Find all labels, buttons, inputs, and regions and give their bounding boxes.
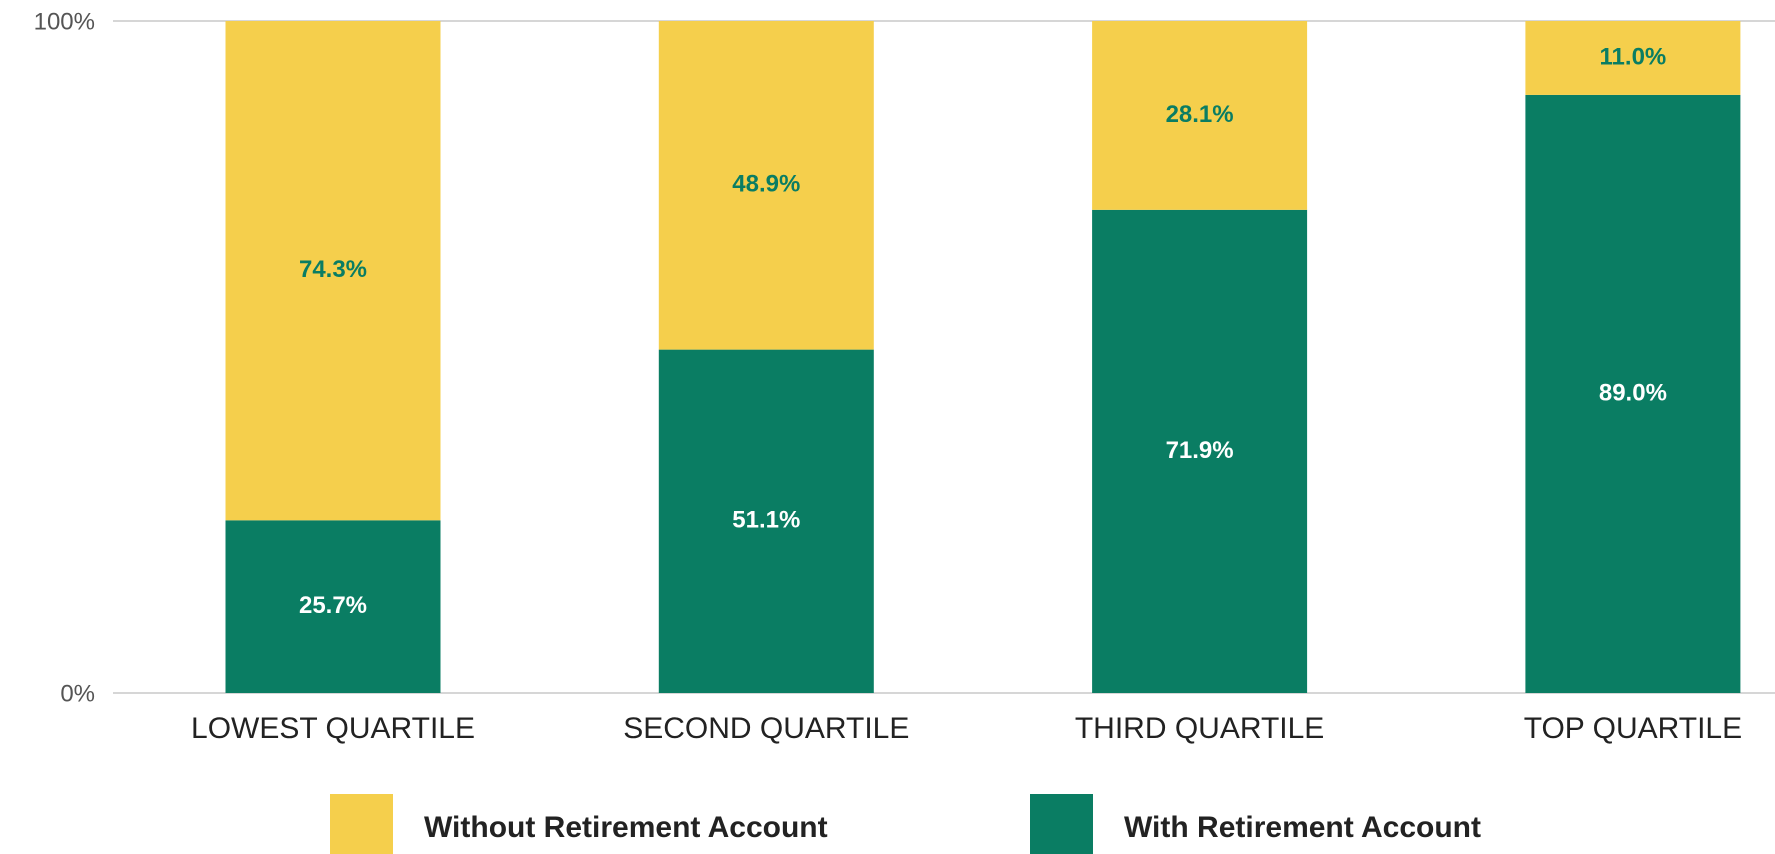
legend-label: Without Retirement Account [424, 811, 828, 844]
bar-segment [225, 21, 441, 521]
legend-label: With Retirement Account [1124, 811, 1481, 844]
x-tick-label: SECOND QUARTILE [623, 712, 909, 745]
legend-swatch [1030, 794, 1093, 854]
value-label: 28.1% [1166, 101, 1234, 128]
value-label: 89.0% [1599, 379, 1667, 406]
bar-segment [658, 349, 874, 693]
value-label: 25.7% [299, 592, 367, 619]
bar-segment [1525, 94, 1741, 694]
bar-segment [1092, 21, 1308, 210]
bar-segment [225, 520, 441, 693]
value-label: 11.0% [1600, 43, 1667, 70]
value-label: 71.9% [1166, 437, 1234, 464]
legend-swatch [330, 794, 393, 854]
value-label: 51.1% [732, 507, 800, 534]
bar-segment [1092, 209, 1308, 693]
value-label: 48.9% [732, 171, 800, 198]
y-tick-label: 0% [60, 680, 95, 707]
x-tick-label: TOP QUARTILE [1524, 712, 1742, 745]
bar-segment [658, 21, 874, 350]
value-label: 74.3% [299, 256, 367, 283]
y-tick-label: 100% [34, 8, 95, 35]
bar-segment [1525, 21, 1741, 95]
x-tick-label: LOWEST QUARTILE [191, 712, 475, 745]
x-tick-label: THIRD QUARTILE [1075, 712, 1324, 745]
